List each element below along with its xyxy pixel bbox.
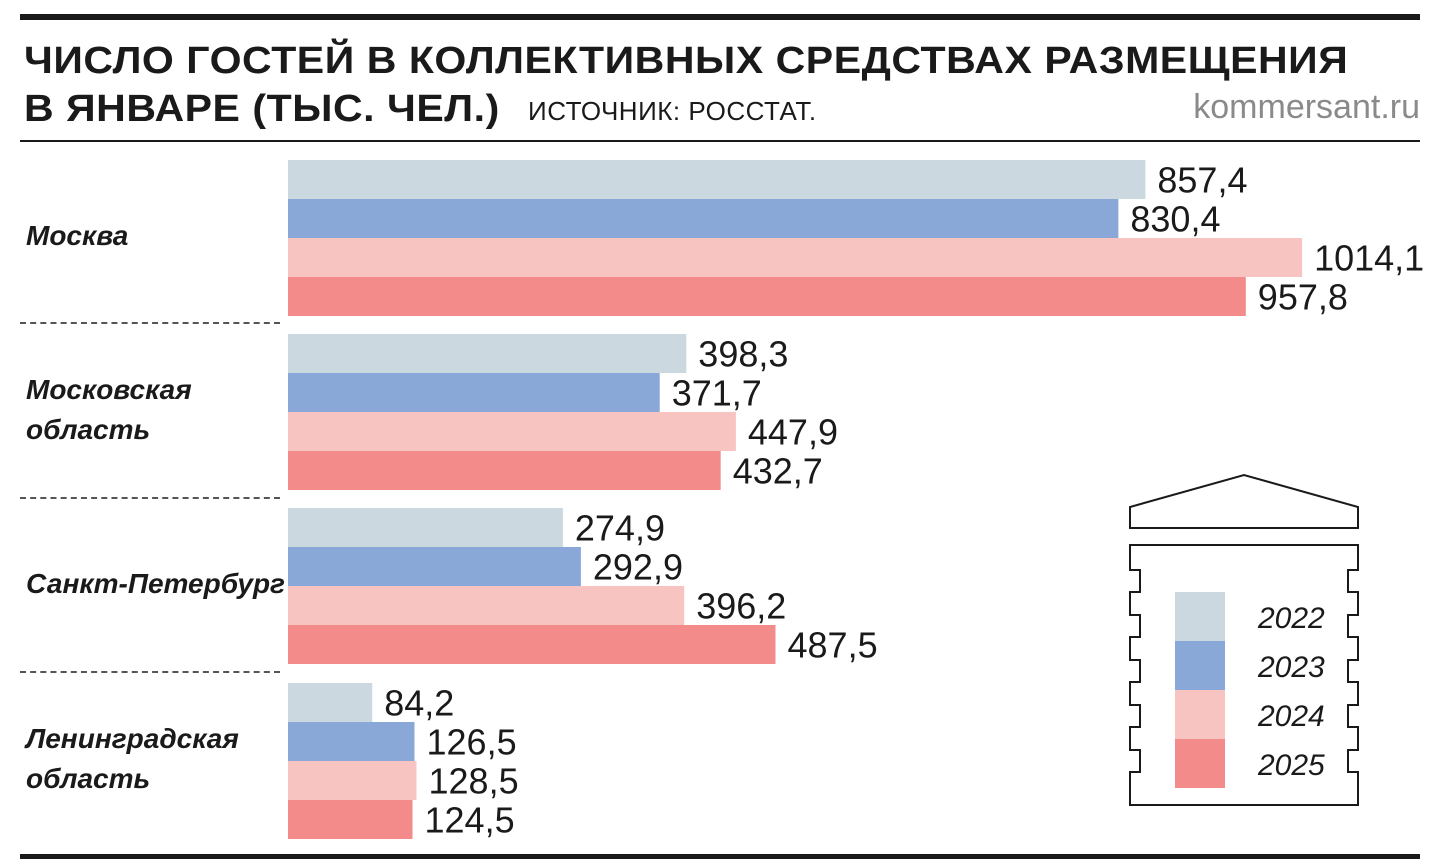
bar-3-2025 bbox=[288, 800, 413, 839]
category-label: область bbox=[26, 763, 151, 794]
bar-1-2024 bbox=[288, 412, 736, 451]
value-label: 447,9 bbox=[748, 412, 838, 453]
value-label: 857,4 bbox=[1157, 160, 1247, 201]
top-rule bbox=[20, 14, 1420, 20]
building-icon bbox=[1129, 473, 1359, 806]
legend-label-2023: 2023 bbox=[1257, 651, 1325, 684]
chart-title-line2: В ЯНВАРЕ (ТЫС. ЧЕЛ.) bbox=[24, 88, 500, 130]
bar-0-2022 bbox=[288, 160, 1146, 199]
legend-swatch-2023 bbox=[1175, 641, 1225, 690]
value-label: 487,5 bbox=[788, 625, 878, 666]
bar-2-2025 bbox=[288, 625, 776, 664]
bar-3-2024 bbox=[288, 761, 417, 800]
chart-title-line1: ЧИСЛО ГОСТЕЙ В КОЛЛЕКТИВНЫХ СРЕДСТВАХ РА… bbox=[24, 40, 1349, 82]
category-label: область bbox=[26, 414, 151, 445]
bar-0-2024 bbox=[288, 238, 1303, 277]
value-label: 957,8 bbox=[1258, 277, 1348, 318]
value-label: 1014,1 bbox=[1314, 238, 1424, 279]
value-label: 274,9 bbox=[575, 508, 665, 549]
bar-0-2023 bbox=[288, 199, 1119, 238]
value-label: 126,5 bbox=[427, 722, 517, 763]
bar-2-2023 bbox=[288, 547, 581, 586]
bar-2-2024 bbox=[288, 586, 685, 625]
value-label: 124,5 bbox=[425, 800, 515, 841]
bar-3-2023 bbox=[288, 722, 415, 761]
source-note: ИСТОЧНИК: РОССТАТ. bbox=[528, 96, 817, 126]
value-label: 432,7 bbox=[733, 451, 823, 492]
category-label: Москва bbox=[26, 220, 129, 251]
value-label: 292,9 bbox=[593, 547, 683, 588]
bar-2-2022 bbox=[288, 508, 563, 547]
category-label: Ленинградская bbox=[26, 723, 239, 754]
group-separator bbox=[20, 497, 280, 499]
legend-label-2022: 2022 bbox=[1257, 602, 1325, 635]
legend-swatch-2025 bbox=[1175, 739, 1225, 788]
bottom-rule bbox=[20, 854, 1420, 859]
value-label: 396,2 bbox=[696, 586, 786, 627]
bar-1-2025 bbox=[288, 451, 721, 490]
group-separator bbox=[20, 671, 280, 673]
group-separator bbox=[20, 322, 280, 324]
legend-swatch-2024 bbox=[1175, 690, 1225, 739]
legend-label-2025: 2025 bbox=[1257, 749, 1325, 782]
header-rule bbox=[20, 140, 1420, 142]
value-label: 830,4 bbox=[1130, 199, 1220, 240]
category-label: Московская bbox=[26, 374, 192, 405]
bar-1-2023 bbox=[288, 373, 660, 412]
value-label: 128,5 bbox=[429, 761, 519, 802]
bar-3-2022 bbox=[288, 683, 373, 722]
legend-label-2024: 2024 bbox=[1257, 700, 1325, 733]
value-label: 398,3 bbox=[698, 334, 788, 375]
category-label: Санкт-Петербург bbox=[26, 568, 285, 599]
bar-1-2022 bbox=[288, 334, 687, 373]
value-label: 84,2 bbox=[384, 683, 454, 724]
value-label: 371,7 bbox=[672, 373, 762, 414]
brand-link[interactable]: kommersant.ru bbox=[1193, 88, 1420, 126]
legend-swatch-2022 bbox=[1175, 592, 1225, 641]
bar-0-2025 bbox=[288, 277, 1246, 316]
